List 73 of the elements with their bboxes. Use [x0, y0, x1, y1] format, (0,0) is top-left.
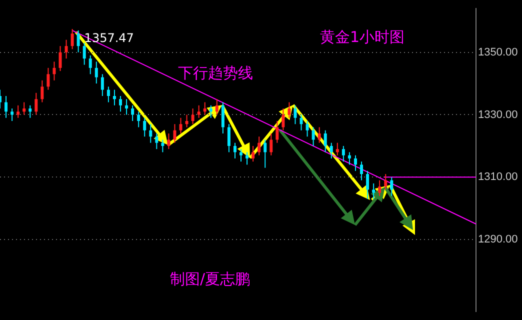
y-tick-label: 1290.00	[478, 234, 518, 246]
candlestick	[288, 102, 291, 118]
candlestick	[390, 176, 394, 196]
candlestick	[94, 61, 98, 84]
candlestick	[384, 174, 388, 190]
candlestick	[227, 124, 230, 153]
candlestick	[40, 80, 44, 103]
annotation: 制图/夏志鹏	[170, 270, 250, 288]
candlestick	[318, 126, 321, 144]
candlestick	[312, 126, 315, 146]
candlestick	[155, 132, 158, 150]
candlestick	[209, 104, 212, 118]
candlestick	[52, 61, 56, 81]
candlestick	[149, 124, 152, 144]
candlestick	[161, 139, 164, 153]
y-tick-label: 1310.00	[478, 171, 518, 184]
candlestick	[76, 30, 80, 53]
annotation: 1357.47	[84, 31, 134, 46]
candlestick	[131, 104, 134, 122]
candlestick	[215, 98, 218, 116]
candlestick	[233, 142, 236, 159]
candlestick	[106, 86, 110, 103]
y-tick-label: 1350.00	[478, 46, 518, 58]
candlestick	[258, 136, 261, 156]
candlestick	[366, 170, 370, 200]
candlestick	[294, 104, 297, 125]
candlestick	[372, 182, 376, 200]
candlestick	[28, 104, 32, 118]
candlestick	[276, 120, 279, 144]
candlestick	[119, 96, 122, 112]
candlestick	[300, 114, 303, 131]
candlestick	[342, 145, 345, 162]
candlestick	[4, 96, 8, 118]
candlestick	[185, 114, 188, 128]
candlestick	[143, 117, 146, 138]
candlestick	[173, 124, 176, 144]
candlestick	[348, 152, 351, 166]
candlestick	[125, 98, 128, 116]
candlestick	[378, 180, 382, 196]
candlestick	[179, 117, 182, 134]
candlestick	[306, 120, 309, 138]
candlestick	[221, 102, 224, 134]
candlestick	[82, 42, 86, 66]
candlestick	[88, 54, 92, 75]
candlestick	[64, 39, 68, 60]
candlestick	[203, 102, 206, 116]
candlestick	[191, 108, 194, 125]
candlestick	[167, 132, 170, 150]
series-label: 下行趋势线	[178, 64, 253, 82]
candlestick	[137, 111, 140, 128]
candlestick	[330, 142, 333, 159]
candlestick	[10, 108, 14, 122]
candlestick	[197, 104, 200, 118]
candlestick	[100, 74, 104, 97]
candlestick	[252, 145, 255, 162]
candlestick	[282, 108, 285, 131]
candlestick	[324, 130, 327, 153]
candlestick	[354, 154, 357, 172]
candlestick	[34, 92, 38, 116]
candlestick	[16, 104, 20, 118]
candlestick	[46, 67, 50, 90]
candlestick	[264, 139, 267, 168]
candlestick	[22, 102, 26, 116]
candlestick	[240, 148, 243, 162]
candlestick	[270, 132, 273, 156]
candlestick	[246, 152, 249, 166]
candlestick	[70, 28, 74, 50]
candlestick	[112, 89, 116, 106]
text: 黄金1小时图	[320, 28, 405, 46]
candlestick	[360, 161, 364, 181]
candlestick	[58, 46, 62, 72]
candlestick	[336, 142, 339, 156]
y-tick-label: 1330.00	[478, 108, 518, 121]
